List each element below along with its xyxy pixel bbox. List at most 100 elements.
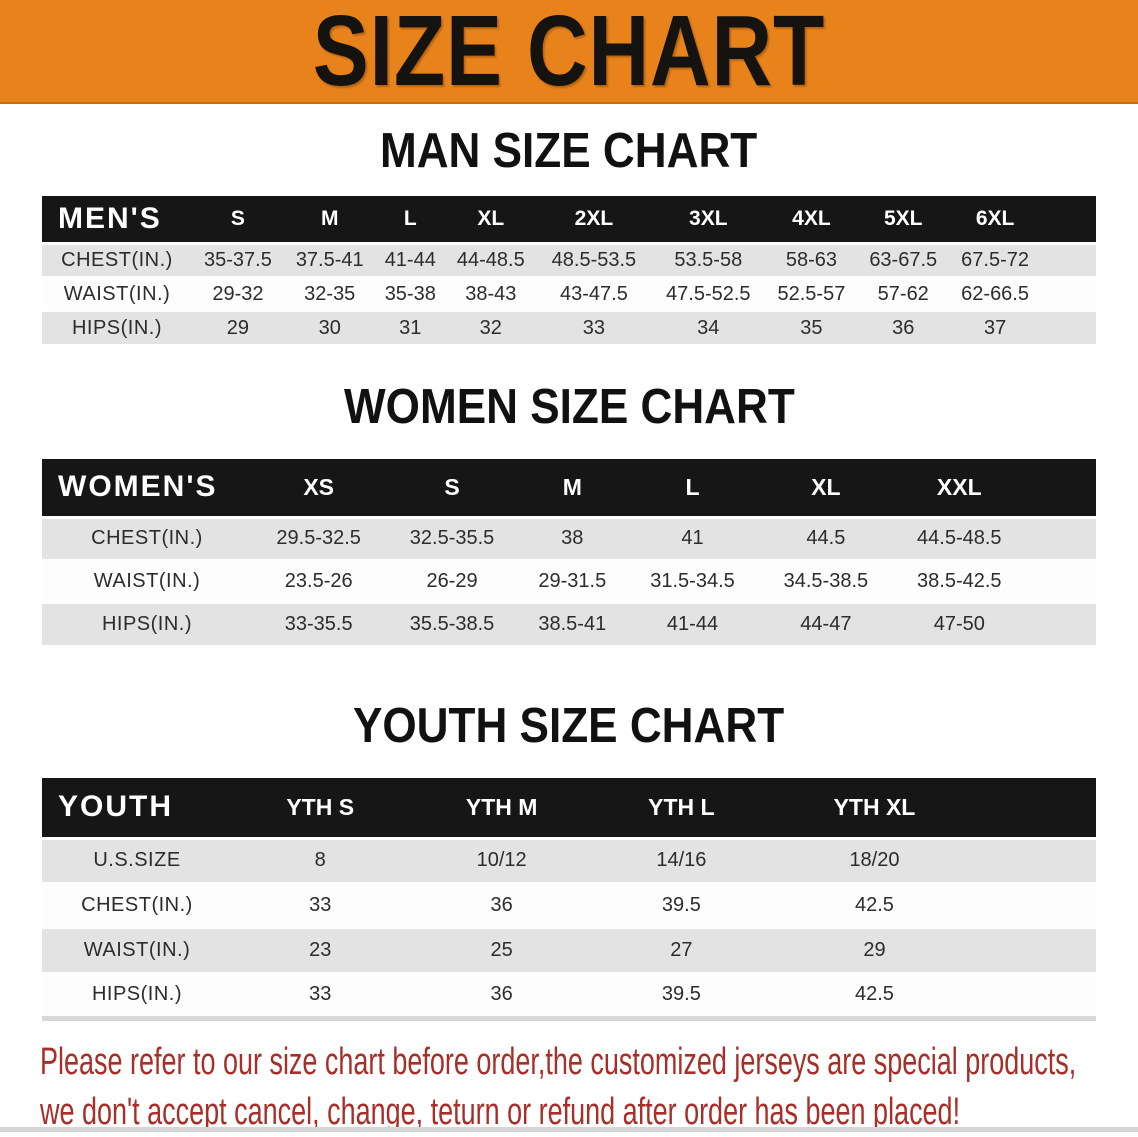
measure-cell: 29-32 — [192, 277, 284, 312]
women-size-table: WOMEN'S XS S M L XL XXL CHEST(IN.) 29.5-… — [42, 459, 1096, 647]
measure-cell: 38-43 — [444, 277, 537, 312]
disclaimer-line-1-text: Please refer to our size chart before or… — [40, 1040, 1077, 1083]
youth-header-row: YOUTH YTH S YTH M YTH L YTH XL — [42, 778, 1096, 840]
measure-cell: 23 — [232, 928, 409, 974]
disclaimer-line-2: we don't accept cancel, change, teturn o… — [40, 1087, 1138, 1137]
youth-waist-row: WAIST(IN.) 23 25 27 29 — [42, 928, 1096, 974]
measure-cell: 33 — [536, 311, 652, 346]
measure-cell: 62-66.5 — [949, 277, 1041, 312]
women-section-title: WOMEN SIZE CHART — [0, 380, 1138, 434]
measure-cell: 39.5 — [594, 973, 768, 1019]
measure-cell: 38 — [518, 517, 626, 561]
women-col-header-xl: XL — [759, 459, 893, 519]
women-hips-row: HIPS(IN.) 33-35.5 35.5-38.5 38.5-41 41-4… — [42, 603, 1096, 647]
measure-cell: 33 — [232, 973, 409, 1019]
measure-cell: 32.5-35.5 — [385, 517, 519, 561]
measure-cell: 42.5 — [767, 883, 981, 929]
measure-cell: 8 — [232, 838, 409, 884]
spacer-cell — [981, 973, 1096, 1019]
measure-cell: 41-44 — [375, 243, 445, 278]
men-header-row: MEN'S S M L XL 2XL 3XL 4XL 5XL 6XL — [42, 196, 1096, 245]
youth-ussize-row: U.S.SIZE 8 10/12 14/16 18/20 — [42, 838, 1096, 884]
women-col-header-xs: XS — [252, 459, 386, 519]
row-label: CHEST(IN.) — [42, 883, 232, 929]
youth-col-header-s: YTH S — [232, 778, 409, 840]
measure-cell: 39.5 — [594, 883, 768, 929]
spacer-cell — [1041, 243, 1096, 278]
measure-cell: 42.5 — [767, 973, 981, 1019]
measure-cell: 35-37.5 — [192, 243, 284, 278]
men-col-header-m: M — [283, 196, 376, 245]
women-col-header-l: L — [625, 459, 760, 519]
women-header-row: WOMEN'S XS S M L XL XXL — [42, 459, 1096, 519]
men-col-header-2xl: 2XL — [536, 196, 652, 245]
measure-cell: 37.5-41 — [283, 243, 376, 278]
women-waist-row: WAIST(IN.) 23.5-26 26-29 29-31.5 31.5-34… — [42, 560, 1096, 604]
measure-cell: 43-47.5 — [536, 277, 652, 312]
youth-col-header-l: YTH L — [594, 778, 768, 840]
youth-chest-row: CHEST(IN.) 33 36 39.5 42.5 — [42, 883, 1096, 929]
measure-cell: 52.5-57 — [765, 277, 858, 312]
row-label: WAIST(IN.) — [42, 277, 192, 312]
measure-cell: 10/12 — [408, 838, 595, 884]
measure-cell: 18/20 — [767, 838, 981, 884]
men-waist-row: WAIST(IN.) 29-32 32-35 35-38 38-43 43-47… — [42, 277, 1096, 312]
measure-cell: 41 — [625, 517, 760, 561]
youth-col-header-m: YTH M — [408, 778, 595, 840]
measure-cell: 44-48.5 — [444, 243, 537, 278]
youth-size-table: YOUTH YTH S YTH M YTH L YTH XL U.S.SIZE … — [42, 778, 1096, 1021]
measure-cell: 31.5-34.5 — [625, 560, 760, 604]
men-col-header-4xl: 4XL — [765, 196, 858, 245]
spacer-cell — [1026, 560, 1096, 604]
measure-cell: 25 — [408, 928, 595, 974]
measure-cell: 58-63 — [765, 243, 858, 278]
spacer-cell — [981, 928, 1096, 974]
women-col-header-m: M — [518, 459, 626, 519]
youth-section-title: YOUTH SIZE CHART — [0, 699, 1138, 753]
men-size-table: MEN'S S M L XL 2XL 3XL 4XL 5XL 6XL CHEST… — [42, 196, 1096, 346]
spacer-cell — [1026, 459, 1096, 519]
men-section-title: MAN SIZE CHART — [0, 127, 1138, 176]
men-col-header-s: S — [192, 196, 284, 245]
measure-cell: 26-29 — [385, 560, 519, 604]
measure-cell: 31 — [375, 311, 445, 346]
measure-cell: 23.5-26 — [252, 560, 386, 604]
row-label: WAIST(IN.) — [42, 560, 252, 604]
youth-col-header-xl: YTH XL — [767, 778, 981, 840]
measure-cell: 36 — [408, 883, 595, 929]
measure-cell: 38.5-41 — [518, 603, 626, 647]
spacer-cell — [981, 778, 1096, 840]
measure-cell: 35.5-38.5 — [385, 603, 519, 647]
measure-cell: 35-38 — [375, 277, 445, 312]
men-col-header-3xl: 3XL — [651, 196, 766, 245]
youth-section-title-text: YOUTH SIZE CHART — [353, 699, 785, 753]
spacer-cell — [1041, 277, 1096, 312]
measure-cell: 36 — [408, 973, 595, 1019]
measure-cell: 32-35 — [283, 277, 376, 312]
women-chest-row: CHEST(IN.) 29.5-32.5 32.5-35.5 38 41 44.… — [42, 517, 1096, 561]
measure-cell: 48.5-53.5 — [536, 243, 652, 278]
spacer-cell — [981, 838, 1096, 884]
men-chest-row: CHEST(IN.) 35-37.5 37.5-41 41-44 44-48.5… — [42, 243, 1096, 278]
spacer-cell — [1041, 311, 1096, 346]
row-label: CHEST(IN.) — [42, 517, 252, 561]
spacer-cell — [981, 883, 1096, 929]
men-hips-row: HIPS(IN.) 29 30 31 32 33 34 35 36 37 — [42, 311, 1096, 346]
measure-cell: 67.5-72 — [949, 243, 1041, 278]
banner-title: SIZE CHART — [312, 0, 826, 104]
measure-cell: 37 — [949, 311, 1041, 346]
men-col-header-6xl: 6XL — [949, 196, 1041, 245]
measure-cell: 44.5 — [759, 517, 893, 561]
disclaimer: Please refer to our size chart before or… — [40, 1037, 1138, 1137]
row-label: U.S.SIZE — [42, 838, 232, 884]
measure-cell: 29.5-32.5 — [252, 517, 386, 561]
women-section-title-text: WOMEN SIZE CHART — [343, 380, 795, 434]
measure-cell: 57-62 — [857, 277, 950, 312]
row-label: HIPS(IN.) — [42, 973, 232, 1019]
youth-group-label: YOUTH — [42, 778, 232, 840]
measure-cell: 34 — [651, 311, 766, 346]
measure-cell: 29 — [192, 311, 284, 346]
measure-cell: 29 — [767, 928, 981, 974]
measure-cell: 53.5-58 — [651, 243, 766, 278]
men-col-header-l: L — [375, 196, 445, 245]
